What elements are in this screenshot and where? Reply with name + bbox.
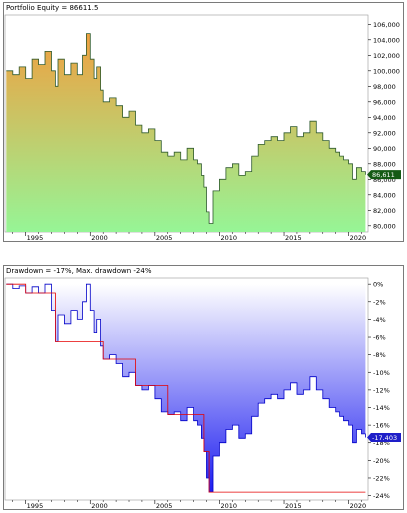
drawdown-y-tick-label: -6% <box>373 334 386 342</box>
equity-y-tick-label: 86,000 <box>373 176 396 184</box>
drawdown-x-tick-label: 2005 <box>156 502 173 509</box>
equity-x-tick-label: 2010 <box>220 234 237 241</box>
equity-x-tick-label: 2005 <box>156 234 173 241</box>
equity-chart: 80,000 82,000 84,000 86,000 88,000 90,000 92,0… <box>4 14 401 241</box>
equity-x-tick-label: 2020 <box>350 234 367 241</box>
drawdown-y-tick-label: -24% <box>373 492 390 500</box>
drawdown-y-tick-label: -14% <box>373 404 390 412</box>
drawdown-y-tick-label: -16% <box>373 422 390 430</box>
equity-last-value-text: 86,611 <box>372 171 395 179</box>
drawdown-y-tick-label: -2% <box>373 298 386 306</box>
equity-y-tick-label: 100,000 <box>373 67 400 75</box>
equity-series-line <box>6 33 366 224</box>
drawdown-x-tick-label: 2015 <box>285 502 302 509</box>
drawdown-y-tick-label: -20% <box>373 457 390 465</box>
equity-y-tick-label: 84,000 <box>373 191 396 199</box>
equity-x-tick-label: 1995 <box>27 234 44 241</box>
equity-y-tick-label: 82,000 <box>373 207 396 215</box>
drawdown-chart: 0% -2% -4% -6% -8% -10% -12% -14% -16% -18% -20% -2… <box>4 277 401 509</box>
equity-y-tick-label: 104,000 <box>373 36 400 44</box>
drawdown-series-line <box>6 283 366 493</box>
equity-chart-panel: 80,000 82,000 84,000 86,000 88,000 90,000 92,0… <box>3 2 404 242</box>
drawdown-chart-panel: 0% -2% -4% -6% -8% -10% -12% -14% -16% -18% -20% -2… <box>3 265 404 510</box>
equity-x-tick-label: 2015 <box>285 234 302 241</box>
equity-chart-title: Portfolio Equity = 86611.5 <box>6 4 99 12</box>
equity-area <box>6 33 366 232</box>
equity-y-tick-label: 94,000 <box>373 114 396 122</box>
equity-y-tick-label: 88,000 <box>373 160 396 168</box>
equity-last-value-badge: 86,611 <box>367 170 401 180</box>
drawdown-x-tick-label: 1995 <box>27 502 44 509</box>
equity-x-tick-label: 2000 <box>91 234 108 241</box>
drawdown-y-tick-label: -18% <box>373 439 390 447</box>
drawdown-y-tick-label: -22% <box>373 474 390 482</box>
equity-y-tick-label: 80,000 <box>373 222 396 230</box>
equity-y-tick-label: 96,000 <box>373 98 396 106</box>
equity-y-tick-label: 90,000 <box>373 145 396 153</box>
drawdown-y-tick-label: -12% <box>373 386 390 394</box>
drawdown-x-tick-label: 2000 <box>91 502 108 509</box>
drawdown-y-tick-label: -10% <box>373 369 390 377</box>
drawdown-area <box>6 284 366 493</box>
drawdown-y-tick-label: -4% <box>373 316 386 324</box>
equity-y-tick-label: 98,000 <box>373 83 396 91</box>
drawdown-x-tick-label: 2010 <box>220 502 237 509</box>
equity-y-tick-label: 102,000 <box>373 52 400 60</box>
drawdown-chart-title: Drawdown = -17%, Max. drawdown -24% <box>6 267 152 275</box>
drawdown-x-tick-label: 2020 <box>350 502 367 509</box>
drawdown-last-value-badge: -17.403 <box>367 432 401 442</box>
drawdown-y-tick-label: -8% <box>373 351 386 359</box>
drawdown-max-drawdown-line <box>6 283 366 493</box>
drawdown-last-value-text: -17.403 <box>372 434 397 442</box>
drawdown-y-tick-label: 0% <box>373 281 383 289</box>
equity-y-tick-label: 92,000 <box>373 129 396 137</box>
drawdown-plot-frame <box>4 277 369 501</box>
equity-y-tick-label: 106,000 <box>373 21 400 29</box>
